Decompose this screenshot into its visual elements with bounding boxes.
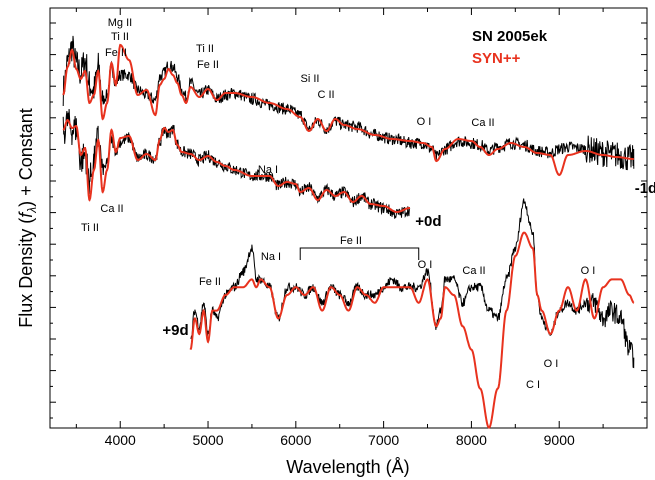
x-tick-label: 6000 xyxy=(280,432,311,448)
model-spectrum-line xyxy=(189,231,635,429)
line-id-label: Ti II xyxy=(196,43,214,55)
x-tick-label: 9000 xyxy=(544,432,575,448)
y-axis-title: Flux Density (fλ) + Constant xyxy=(16,108,39,328)
observed-spectrum-line xyxy=(62,35,635,171)
line-id-label: Mg II xyxy=(108,17,132,29)
legend-entry-model: SYN++ xyxy=(472,50,521,67)
line-id-label: Fe II xyxy=(340,235,362,247)
x-tick-label: 5000 xyxy=(192,432,223,448)
epoch-label: +0d xyxy=(415,213,441,230)
x-tick-label: 4000 xyxy=(105,432,136,448)
line-identifications: Mg II Ti II Fe II Ti II Fe II Si II C II O I Ca … xyxy=(81,17,595,391)
line-id-label: O I xyxy=(581,265,596,277)
line-id-label: Si II xyxy=(301,73,320,85)
line-id-label: O I xyxy=(417,116,432,128)
x-axis-title: Wavelength (Å) xyxy=(286,457,409,477)
y-axis-ticks xyxy=(50,22,647,419)
line-id-label: Ti II xyxy=(81,222,99,234)
line-id-label: C I xyxy=(526,379,540,391)
spectra-series xyxy=(62,35,635,429)
x-tick-label: 8000 xyxy=(456,432,487,448)
line-id-label: Ti II xyxy=(111,31,129,43)
epoch-label: +9d xyxy=(162,322,188,339)
fe-ii-bracket xyxy=(299,247,420,260)
line-id-label: O I xyxy=(418,259,433,271)
line-id-label: Na I xyxy=(258,164,278,176)
line-id-label: Na I xyxy=(261,251,281,263)
line-id-label: Ca II xyxy=(471,117,494,129)
model-spectrum-line xyxy=(62,119,410,213)
line-id-label: Fe II xyxy=(197,59,219,71)
epoch-3-spectra xyxy=(189,198,635,429)
x-axis-ticks: 4000 5000 6000 7000 8000 9000 xyxy=(75,8,604,448)
epoch-1-spectra xyxy=(62,35,635,177)
line-id-label: O I xyxy=(544,358,559,370)
line-id-label: Fe II xyxy=(199,276,221,288)
x-tick-label: 7000 xyxy=(368,432,399,448)
plot-frame xyxy=(49,7,648,429)
line-id-label: Ca II xyxy=(100,203,123,215)
model-spectrum-line xyxy=(62,43,634,177)
epoch-label: -1d xyxy=(635,180,655,197)
epoch-labels: -1d +0d +9d xyxy=(162,180,655,339)
legend-entry-observed: SN 2005ek xyxy=(472,28,548,45)
line-id-label: C II xyxy=(317,89,334,101)
epoch-2-spectra xyxy=(62,108,411,219)
line-id-label: Fe II xyxy=(105,47,127,59)
line-id-label: Ca II xyxy=(462,265,485,277)
observed-spectrum-line xyxy=(190,198,635,369)
